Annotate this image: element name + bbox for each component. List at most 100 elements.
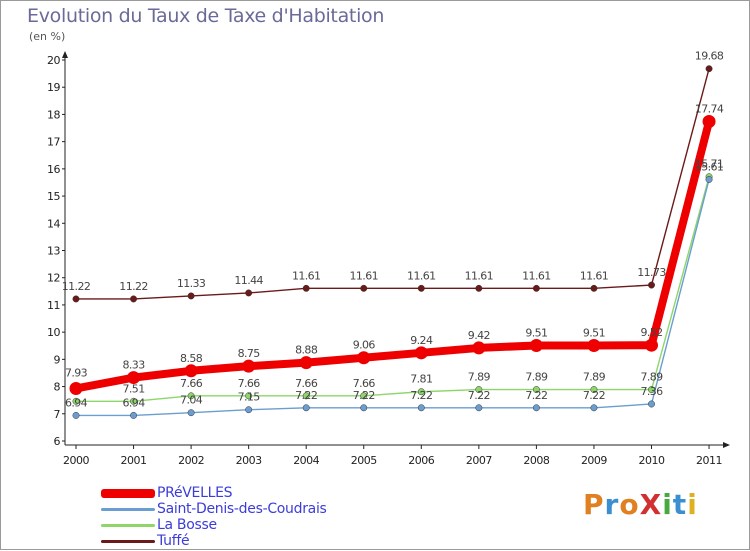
data-point (414, 346, 428, 360)
data-point (360, 404, 368, 412)
data-point (130, 397, 138, 405)
data-label: 17.74 (695, 103, 724, 116)
logo-letter: P (583, 488, 605, 521)
data-label: 8.88 (295, 344, 318, 357)
x-tick-label: 2002 (178, 454, 204, 467)
data-label: 7.89 (583, 371, 606, 384)
series-line (75, 68, 710, 300)
data-point (72, 411, 80, 419)
data-point (532, 284, 540, 292)
data-point (475, 386, 483, 394)
data-point (69, 381, 83, 395)
data-label: 11.33 (177, 277, 206, 290)
data-point (475, 404, 483, 412)
data-label: 11.61 (465, 269, 494, 282)
data-label: 9.42 (468, 329, 490, 342)
data-point (302, 404, 310, 412)
data-point (587, 338, 601, 352)
y-tick-label: 20 (47, 54, 60, 67)
y-tick-label: 15 (47, 190, 60, 203)
data-label: 15.61 (695, 160, 724, 173)
logo-letter: i (687, 488, 698, 521)
data-label: 7.22 (583, 389, 605, 402)
legend-swatch (101, 523, 155, 527)
data-point (645, 338, 658, 352)
data-label: 11.61 (580, 269, 609, 282)
data-label: 11.22 (62, 280, 91, 293)
data-point (130, 295, 138, 303)
data-label: 7.89 (468, 371, 491, 384)
y-tick-label: 8 (54, 381, 61, 394)
data-point (648, 281, 655, 289)
data-label: 15.71 (695, 158, 724, 171)
y-tick-label: 16 (47, 163, 60, 176)
data-label: 11.22 (119, 280, 148, 293)
data-label: 7.22 (410, 389, 432, 402)
y-tick-label: 13 (47, 245, 60, 258)
data-label: 7.93 (65, 366, 88, 379)
legend: PRéVELLES Saint-Denis-des-Coudrais La Boss… (101, 485, 327, 549)
y-tick-label: 17 (47, 136, 60, 149)
data-label: 7.22 (353, 389, 375, 402)
data-point (357, 351, 371, 365)
data-point (529, 338, 543, 352)
y-tick-label: 14 (47, 217, 60, 230)
y-unit-label: (en %) (29, 30, 66, 43)
data-label: 19.68 (695, 50, 724, 63)
legend-swatch (101, 488, 155, 498)
data-point (360, 284, 368, 292)
x-tick-label: 2008 (523, 454, 549, 467)
data-label: 11.73 (637, 266, 666, 279)
data-point (705, 65, 713, 73)
x-tick-label: 2000 (63, 454, 89, 467)
data-point (472, 341, 486, 355)
x-tick-label: 2001 (121, 454, 147, 467)
data-label: 6.94 (123, 396, 146, 409)
data-point (187, 409, 195, 417)
data-label: 7.22 (468, 389, 490, 402)
y-axis-arrow (62, 51, 68, 58)
data-label: 11.44 (234, 274, 263, 287)
proxiti-logo: ProXiti (583, 488, 698, 521)
series-line (75, 178, 710, 417)
data-label: 11.61 (407, 269, 436, 282)
data-point (187, 292, 195, 300)
data-point (127, 371, 141, 385)
data-point (302, 392, 310, 400)
legend-item: Saint-Denis-des-Coudrais (101, 501, 327, 517)
data-label: 9.06 (353, 339, 376, 352)
legend-label: PRéVELLES (157, 485, 233, 501)
data-point (72, 397, 80, 405)
data-point (130, 411, 138, 419)
y-tick-label: 12 (47, 272, 60, 285)
data-point (417, 388, 425, 396)
data-label: 11.61 (522, 269, 551, 282)
legend-swatch (101, 507, 155, 511)
data-label: 11.61 (350, 269, 379, 282)
y-tick-label: 10 (47, 326, 60, 339)
data-label: 7.81 (410, 373, 432, 386)
data-label: 7.66 (180, 377, 203, 390)
y-tick-label: 11 (47, 299, 60, 312)
y-tick-label: 18 (47, 108, 60, 121)
legend-swatch (101, 539, 155, 543)
legend-item: PRéVELLES (101, 485, 327, 501)
data-label: 7.66 (238, 377, 261, 390)
series-line (72, 117, 714, 393)
data-point (532, 386, 540, 394)
x-tick-label: 2003 (236, 454, 262, 467)
x-tick-label: 2009 (581, 454, 607, 467)
legend-item: Tuffé (101, 533, 327, 549)
x-tick-label: 2006 (408, 454, 434, 467)
data-point (590, 404, 598, 412)
data-point (360, 392, 368, 400)
data-label: 7.89 (525, 371, 548, 384)
y-tick-label: 9 (54, 353, 61, 366)
data-label: 9.52 (640, 326, 662, 339)
data-point (299, 356, 313, 370)
x-tick-label: 2010 (639, 454, 665, 467)
x-tick-label: 2004 (293, 454, 319, 467)
data-point (242, 359, 256, 373)
data-label: 7.51 (123, 382, 145, 395)
